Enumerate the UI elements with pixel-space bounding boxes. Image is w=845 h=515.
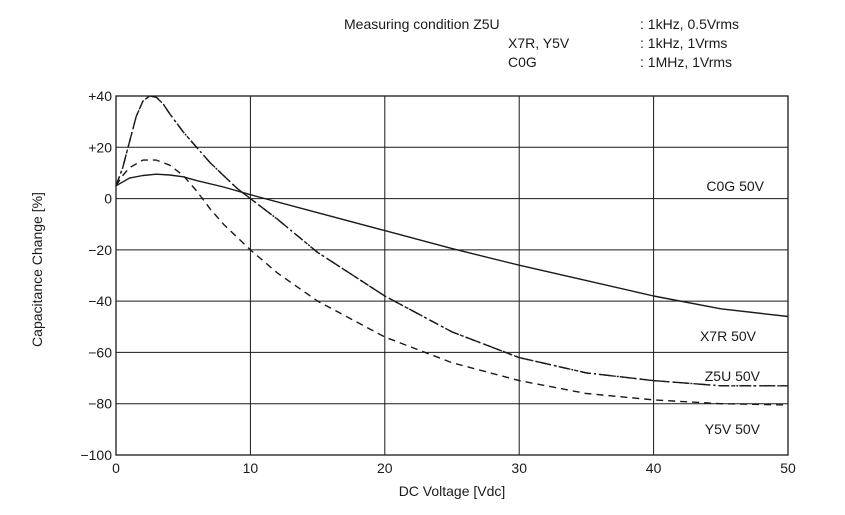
series-line-c0g-50v (115, 173, 789, 318)
line-labels: C0G 50V X7R 50V Z5U 50V Y5V 50V (700, 178, 765, 437)
y-tick-label: +20 (88, 139, 112, 155)
series-line-x7r-50v (115, 95, 788, 387)
series-line-y5v-50v (115, 159, 789, 406)
x-axis-title: DC Voltage [Vdc] (399, 483, 506, 499)
y-tick-label: −80 (88, 396, 112, 412)
y-tick-label: −60 (88, 344, 112, 360)
line-label: X7R 50V (700, 328, 757, 344)
y-axis-title: Capacitance Change [%] (29, 192, 45, 347)
x-tick-label: 10 (243, 460, 259, 476)
y-tick-label: −40 (88, 293, 112, 309)
x-tick-label: 40 (646, 460, 662, 476)
line-label: C0G 50V (706, 178, 764, 194)
y-tick-label: −100 (80, 447, 112, 463)
series-lines (115, 95, 789, 406)
grid (115, 95, 789, 456)
measuring-condition-heading: Measuring condition Z5U (344, 16, 500, 32)
condition-type-x7r-y5v: X7R, Y5V (508, 35, 570, 51)
condition-value-z5u: : 1kHz, 0.5Vrms (640, 16, 740, 32)
line-label: Z5U 50V (705, 368, 761, 384)
plot-frame (115, 95, 789, 456)
y-tick-label: 0 (104, 191, 112, 207)
condition-type-c0g: C0G (508, 54, 537, 70)
condition-value-x7r-y5v: : 1kHz, 1Vrms (640, 35, 728, 51)
tick-labels: 0 10 20 30 40 50 +40 +20 0 −20 −40 −60 −80 −100 (80, 88, 796, 476)
condition-value-c0g: : 1MHz, 1Vrms (640, 54, 733, 70)
x-tick-label: 0 (112, 460, 120, 476)
y-tick-label: +40 (88, 88, 112, 104)
series-line-z5u-50v (115, 95, 788, 387)
line-label: Y5V 50V (705, 421, 761, 437)
x-tick-label: 50 (780, 460, 796, 476)
y-tick-label: −20 (88, 242, 112, 258)
condition-type-z5u: Z5U (473, 16, 500, 32)
x-tick-label: 30 (511, 460, 527, 476)
x-tick-label: 20 (377, 460, 393, 476)
